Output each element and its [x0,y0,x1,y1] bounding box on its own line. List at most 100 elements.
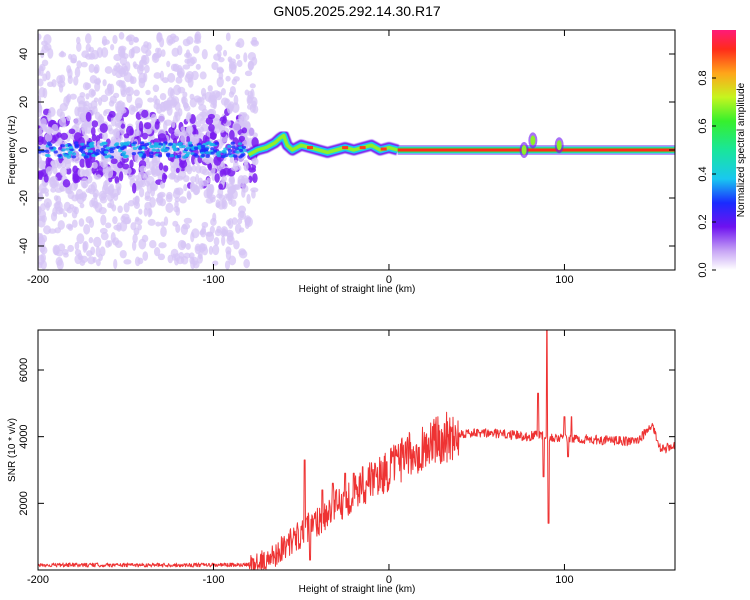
spectral-point [181,96,186,104]
spectral-point [66,93,72,103]
y-tick-label: 6000 [18,358,30,382]
spectral-point [124,154,129,158]
spectral-point [68,128,76,135]
x-tick-label: 100 [555,574,573,586]
spectral-point [167,87,174,98]
spectrogram-y-axis: -40 -20 0 20 40 [18,48,675,254]
y-tick-label: 0 [18,147,30,153]
spectral-point [144,64,150,74]
spectral-point [62,212,68,218]
spectral-point [231,102,240,114]
spectral-point [155,148,160,153]
spectral-point [58,117,67,127]
snr-series-line [38,330,675,570]
x-tick-label: -100 [202,574,224,586]
spectral-point [144,195,152,202]
spectral-point [226,235,235,246]
spectral-point [186,164,193,175]
spectral-point [123,168,129,176]
x-tick-label: -200 [27,274,49,286]
spectral-point [100,232,109,241]
spectral-point [189,133,195,143]
spectral-point [151,166,156,176]
spectral-point [210,131,217,141]
spectral-point [167,72,176,83]
spectral-point [222,114,227,124]
y-tick-label: 40 [18,48,30,60]
spectral-point [200,148,205,153]
spectral-point [38,33,42,41]
spectral-point [210,95,217,103]
spectral-point [239,210,245,219]
spectral-point [131,240,137,251]
spectral-point [158,169,164,176]
spectral-point [51,123,59,135]
spectral-point [225,75,231,82]
spectral-point [127,173,136,181]
spectral-point [118,31,125,40]
spectral-point [141,109,149,119]
spectral-point [239,249,248,259]
spectral-point [206,190,212,199]
spectral-point [67,224,74,231]
spectral-point [227,186,235,196]
spectral-point [145,180,151,187]
spectral-point [238,148,244,153]
y-tick-label: 2000 [18,491,30,515]
spectral-point [68,53,73,60]
spectral-point [191,164,197,173]
spectral-point [244,220,250,230]
spectral-point [187,141,193,145]
spectral-point [108,128,114,135]
x-tick-label: 0 [386,274,392,286]
spectral-point [80,142,85,146]
spectral-point [48,107,56,117]
spectral-point [45,156,51,168]
spectral-point [43,123,48,130]
spectral-point [176,64,183,75]
spectral-point [183,217,193,224]
spectral-point [158,162,164,171]
spectral-point [74,143,80,147]
spectral-point [79,203,85,209]
spectral-point [38,146,41,150]
spectral-point [42,87,48,99]
spectral-point [138,72,147,84]
spectral-point [190,258,196,270]
spectral-point [79,92,86,98]
spectral-point [176,45,183,56]
spectral-point [74,66,81,78]
spectral-point [130,47,135,58]
spectral-point [134,153,140,163]
spectral-point [201,93,207,100]
spectral-point [129,159,134,169]
spectral-point [172,35,180,43]
spectral-point [145,89,151,96]
spectral-point [156,195,164,206]
spectral-point [144,201,152,211]
spectral-point [199,165,207,175]
spectral-point [223,49,228,57]
spectral-point [246,104,253,110]
spectral-point [80,192,88,199]
spectral-point [81,145,87,149]
spectral-point [57,220,65,230]
spectral-point [214,141,219,145]
spectral-point [175,111,181,122]
spectral-point [182,38,191,47]
spectral-point [159,221,166,227]
spectral-point [200,153,206,158]
spectral-point [65,147,70,151]
spectral-point [130,222,137,231]
spectral-point [49,146,54,150]
spectral-point [65,167,72,175]
spectral-point [192,45,200,54]
spectral-point [201,225,206,235]
spectral-point [87,152,92,156]
spectral-point [40,246,48,255]
spectral-point [213,123,221,134]
spectral-point [246,94,252,106]
spectral-point [184,52,193,59]
spectral-point [85,93,90,100]
spectral-point [188,252,195,259]
